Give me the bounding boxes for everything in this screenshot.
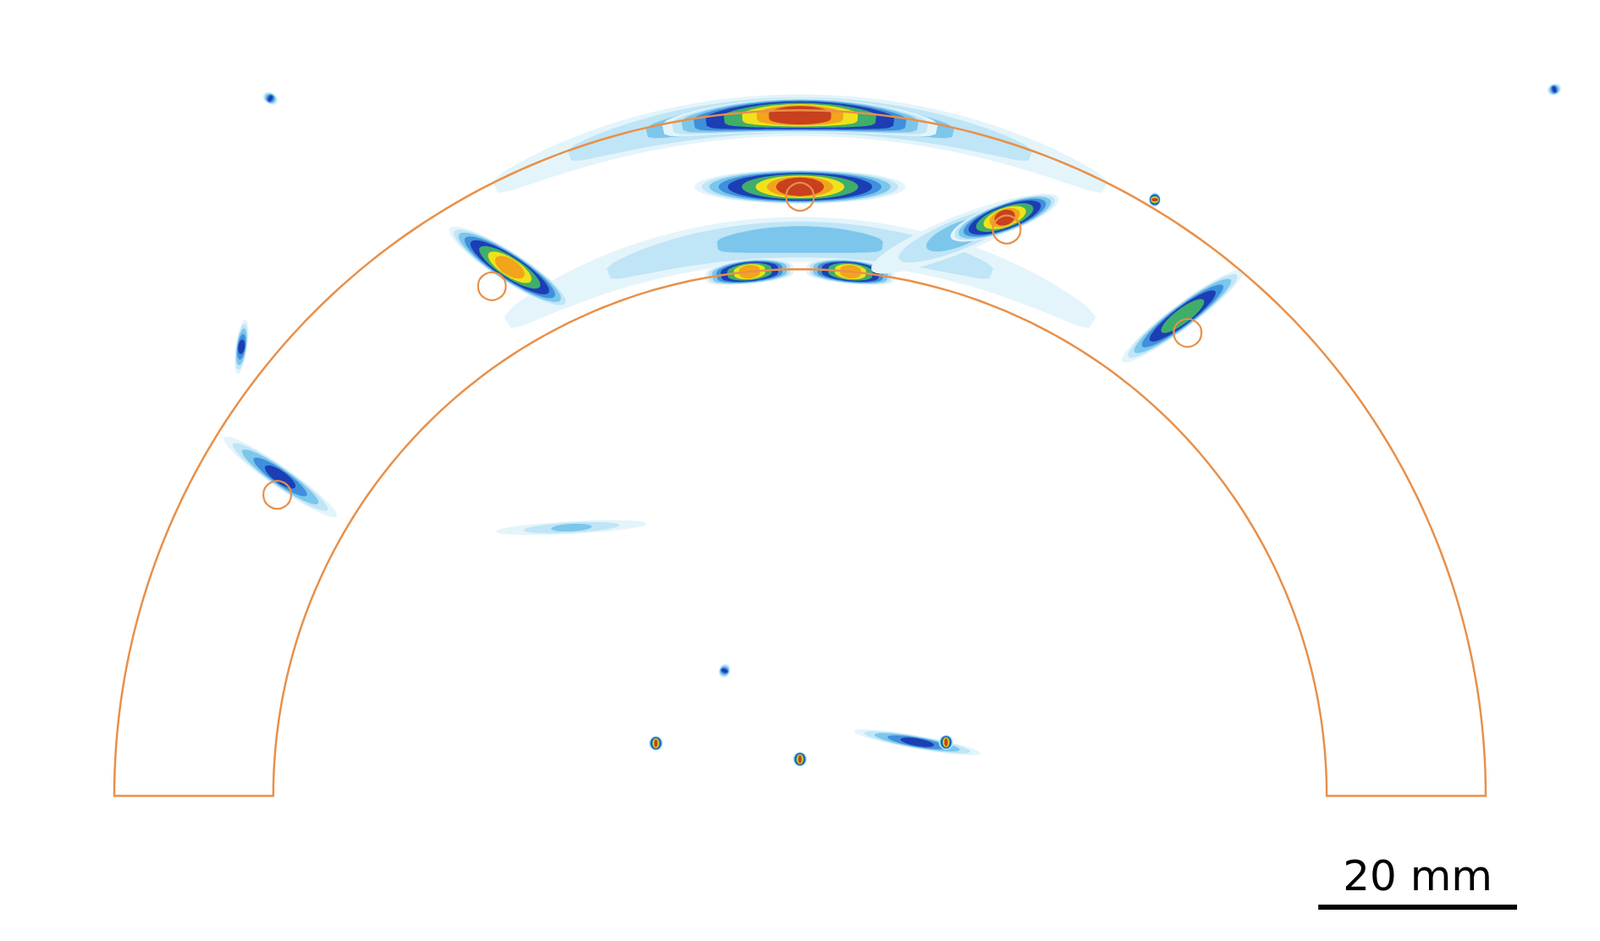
svg-text:20 mm: 20 mm <box>1342 851 1493 901</box>
